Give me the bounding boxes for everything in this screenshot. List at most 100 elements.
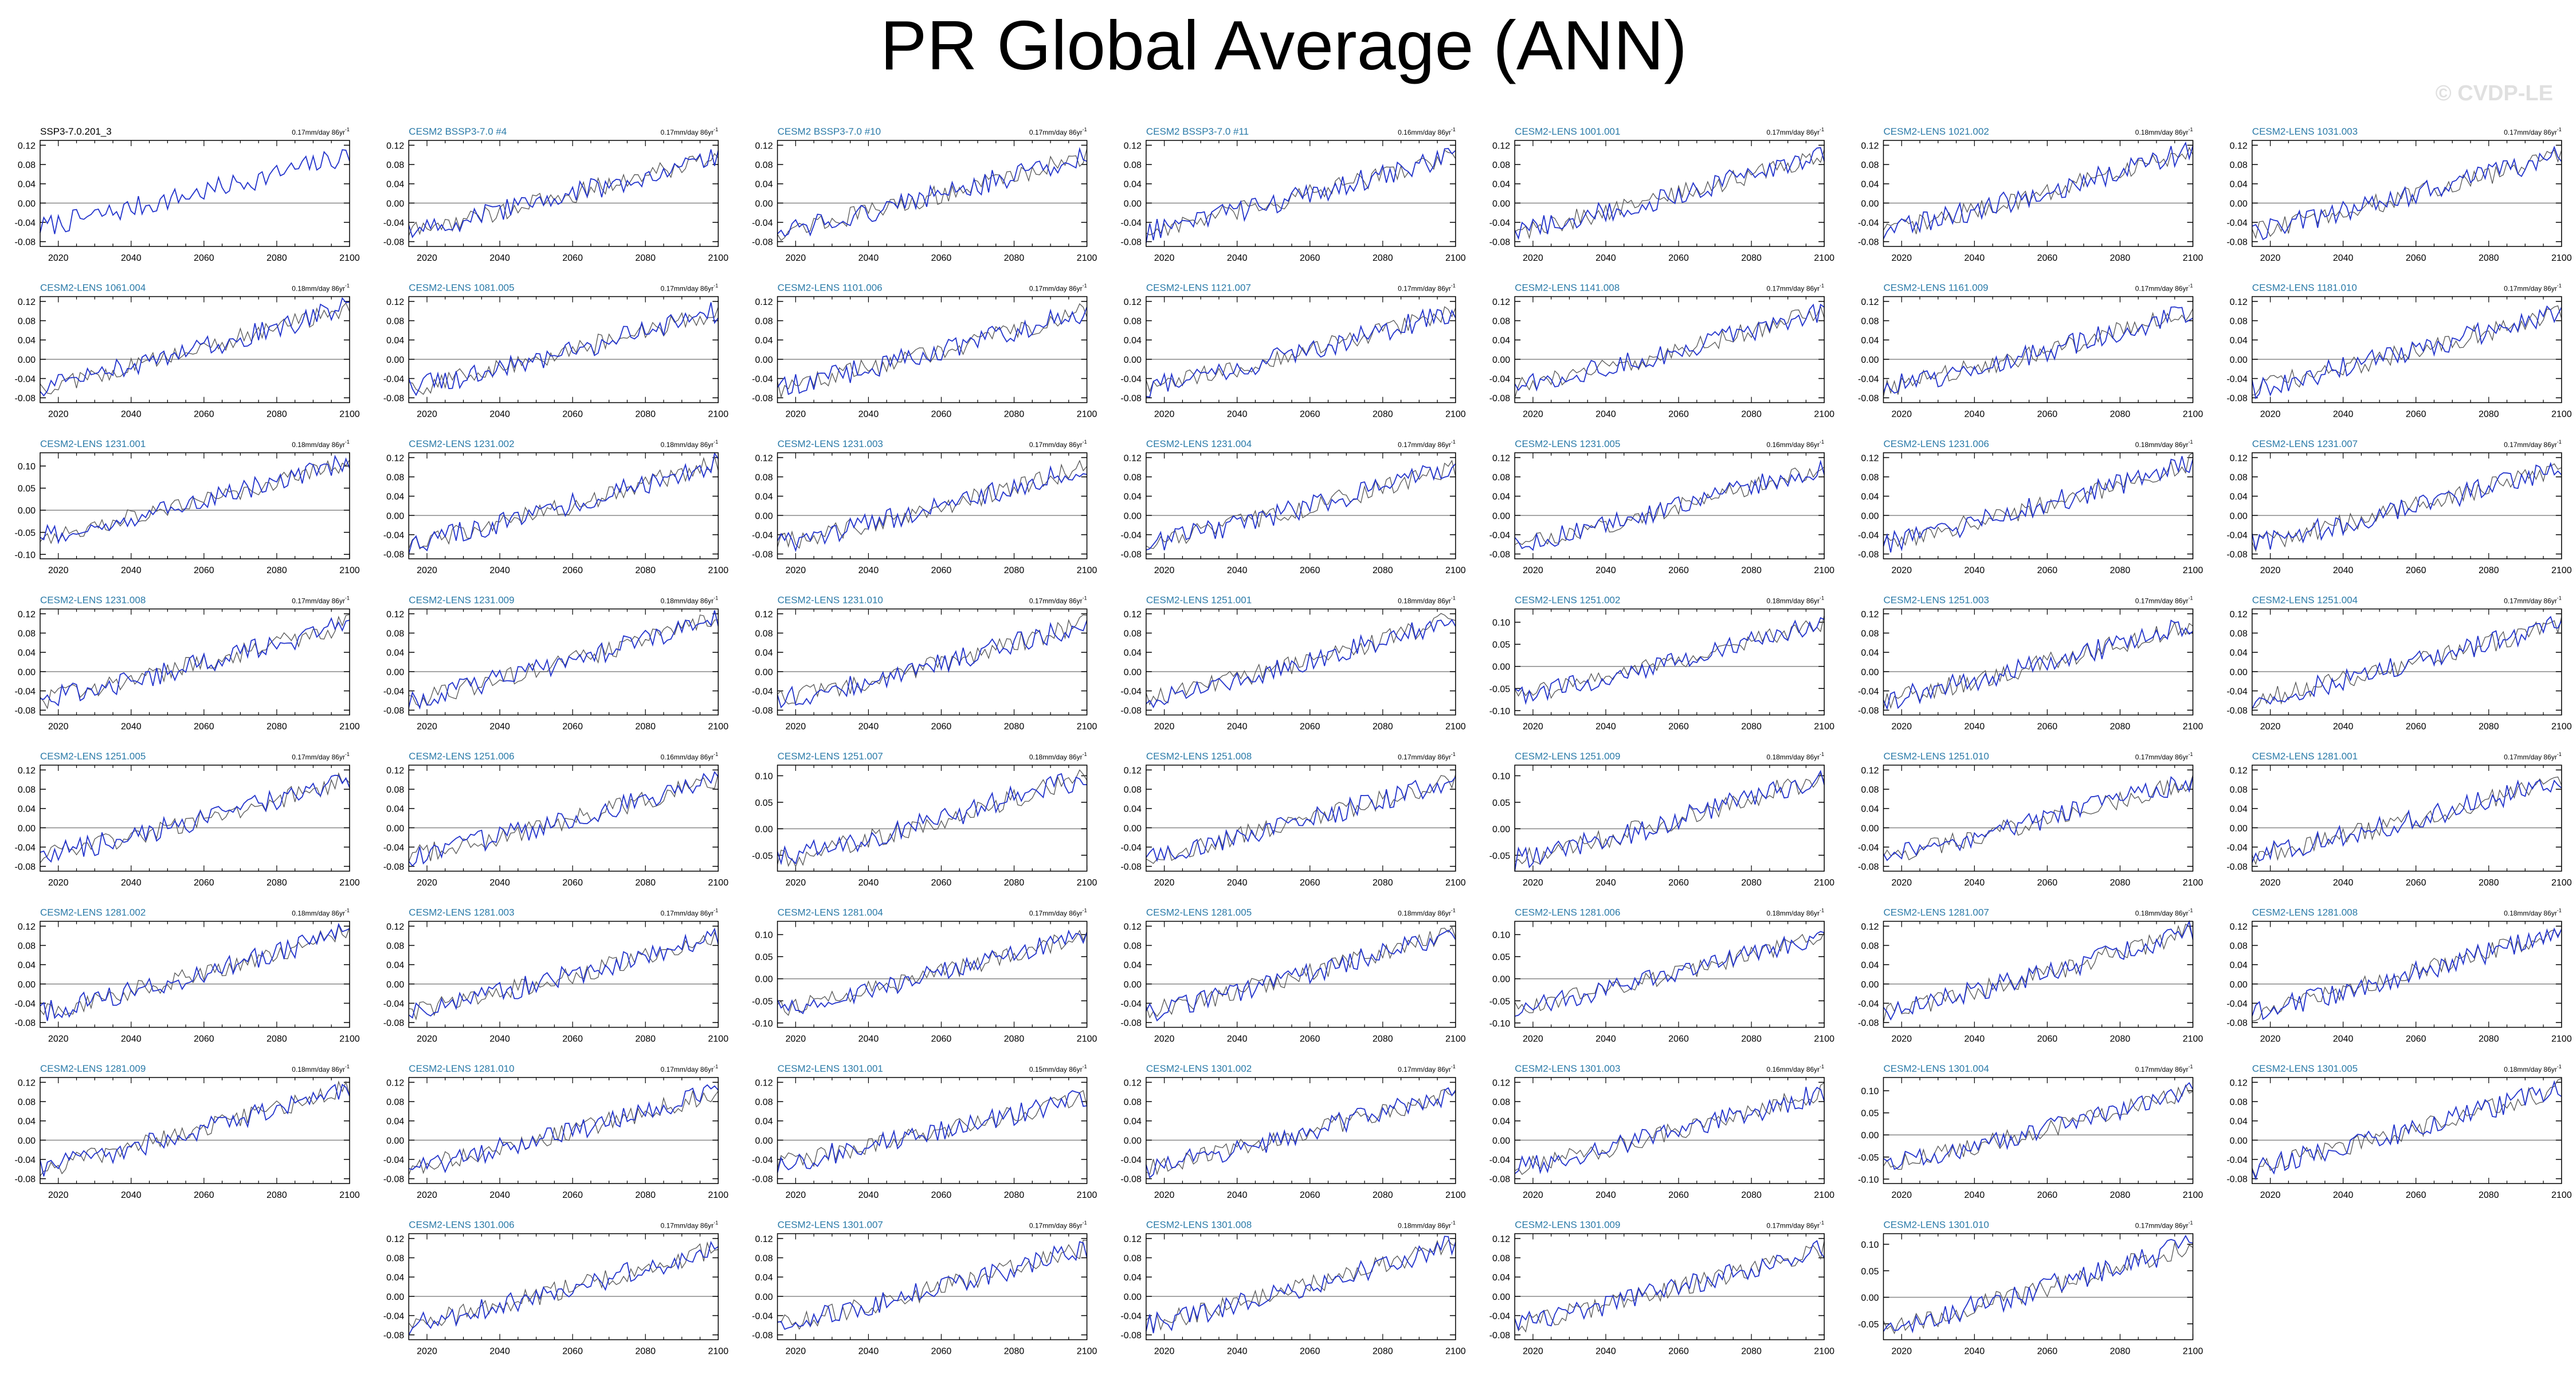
panel-frame (408, 920, 719, 1028)
model-series-line (2252, 146, 2562, 241)
model-series-line (2251, 616, 2562, 710)
panel-title: CESM2-LENS 1251.010 (1884, 751, 1989, 762)
y-tick-label: -0.04 (383, 999, 405, 1009)
y-tick-label: 0.08 (1124, 1098, 1142, 1107)
x-tick-label: 2040 (1595, 1190, 1616, 1200)
panel-title: CESM2-LENS 1231.002 (409, 438, 514, 449)
y-tick-label: -0.05 (15, 528, 36, 538)
trend-exponent: -1 (1083, 595, 1087, 601)
y-tick-label: 0.04 (386, 961, 404, 970)
y-tick-label: 0.00 (2230, 668, 2248, 677)
y-tick-label: 0.04 (18, 805, 36, 814)
panel-title: CESM2-LENS 1281.001 (2252, 751, 2358, 762)
y-tick-label: 0.00 (1861, 355, 1879, 365)
x-tick-label: 2100 (1445, 1190, 1466, 1200)
model-series-line (777, 147, 1087, 237)
y-tick-label: 0.12 (386, 141, 404, 151)
x-tick-label: 2080 (1373, 253, 1393, 263)
y-tick-label: 0.00 (1124, 980, 1142, 990)
trend-label: 0.17mm/day 86yr-1 (1398, 283, 1456, 293)
y-tick-label: -0.04 (1489, 374, 1511, 384)
trend-exponent: -1 (345, 908, 350, 914)
y-tick-label: 0.00 (755, 1136, 773, 1146)
x-tick-label: 2020 (1154, 722, 1175, 732)
y-tick-label: 0.05 (1492, 798, 1510, 808)
chart-panel: CESM2-LENS 1081.005 0.17mm/day 86yr-1 0.12… (383, 283, 728, 420)
obs-series-line (1883, 923, 2194, 1023)
y-tick-label: 0.12 (755, 297, 773, 307)
y-tick-label: 0.04 (755, 1273, 773, 1283)
y-tick-label: 0.08 (755, 473, 773, 483)
y-tick-label: -0.08 (15, 394, 36, 403)
obs-series-line (777, 930, 1088, 1016)
x-tick-label: 2100 (1445, 410, 1466, 420)
model-series-line (408, 927, 719, 1019)
y-tick-label: -0.08 (1858, 863, 1879, 872)
obs-series-line (1883, 308, 2194, 397)
y-tick-label: 0.04 (18, 1117, 36, 1127)
y-tick-label: 0.08 (1492, 317, 1510, 327)
trend-exponent: -1 (1451, 751, 1456, 757)
obs-series-line (40, 1080, 350, 1177)
x-tick-label: 2020 (48, 878, 69, 888)
x-tick-label: 2100 (1814, 410, 1834, 420)
y-tick-label: -0.08 (752, 394, 773, 403)
x-tick-label: 2040 (858, 722, 879, 732)
chart-panel: CESM2-LENS 1101.006 0.17mm/day 86yr-1 0.12… (752, 283, 1097, 420)
trend-exponent: -1 (713, 595, 718, 601)
panel-frame (2252, 920, 2562, 1028)
trend-label: 0.17mm/day 86yr-1 (2135, 283, 2193, 293)
x-tick-label: 2040 (1227, 878, 1248, 888)
y-tick-label: 0.12 (386, 1235, 404, 1244)
trend-exponent: -1 (1451, 908, 1456, 914)
y-tick-label: -0.04 (752, 531, 773, 540)
y-tick-label: -0.08 (2226, 1175, 2248, 1185)
y-tick-label: -0.04 (2226, 687, 2248, 696)
x-tick-label: 2040 (1227, 566, 1248, 575)
trend-exponent: -1 (345, 127, 350, 132)
obs-series-line (1514, 932, 1825, 1013)
trend-label: 0.17mm/day 86yr-1 (1029, 595, 1087, 605)
y-tick-label: 0.00 (386, 1136, 404, 1146)
y-tick-label: 0.12 (386, 453, 404, 463)
x-tick-label: 2060 (2037, 253, 2058, 263)
chart-panel: CESM2 BSSP3-7.0 #11 0.16mm/day 86yr-1 0.12… (1120, 126, 1465, 263)
panel-title: CESM2-LENS 1231.007 (2252, 438, 2358, 449)
trend-label: 0.16mm/day 86yr-1 (1766, 439, 1824, 449)
panel-title: CESM2-LENS 1251.004 (2252, 595, 2358, 606)
trend-exponent: -1 (1083, 283, 1087, 289)
x-tick-label: 2020 (1891, 566, 1912, 575)
panel-frame (2252, 296, 2562, 403)
trend-label: 0.17mm/day 86yr-1 (2504, 127, 2562, 136)
x-tick-label: 2020 (1891, 253, 1912, 263)
x-tick-label: 2020 (1154, 1035, 1175, 1044)
panel-title: CESM2-LENS 1081.005 (409, 283, 514, 293)
panel-frame (1883, 140, 2194, 247)
panel-frame (408, 608, 719, 716)
x-tick-label: 2080 (2110, 1190, 2131, 1200)
trend-label: 0.17mm/day 86yr-1 (661, 127, 719, 136)
y-tick-label: 0.00 (2230, 355, 2248, 365)
x-tick-label: 2060 (1668, 1035, 1689, 1044)
y-tick-label: 0.10 (1492, 618, 1510, 628)
x-tick-label: 2100 (1077, 1347, 1097, 1357)
x-tick-label: 2060 (194, 1190, 214, 1200)
model-series-line (2251, 779, 2562, 863)
y-tick-label: -0.04 (1858, 687, 1879, 696)
x-tick-label: 2100 (2551, 1035, 2572, 1044)
x-tick-label: 2020 (1154, 878, 1175, 888)
x-tick-label: 2060 (2406, 878, 2426, 888)
y-tick-label: 0.10 (1861, 1240, 1879, 1250)
x-tick-label: 2080 (1004, 410, 1025, 420)
trend-exponent: -1 (1820, 1220, 1824, 1226)
panel-title: CESM2-LENS 1141.008 (1515, 283, 1620, 293)
x-tick-label: 2100 (2183, 1035, 2203, 1044)
y-tick-label: -0.05 (752, 851, 773, 861)
x-tick-label: 2100 (2183, 878, 2203, 888)
chart-panel: CESM2-LENS 1231.001 0.18mm/day 86yr-1 0.10… (15, 438, 360, 575)
y-tick-label: 0.04 (755, 180, 773, 190)
y-tick-label: -0.04 (15, 843, 36, 853)
chart-panel: CESM2-LENS 1301.003 0.16mm/day 86yr-1 0.12… (1489, 1063, 1834, 1200)
y-tick-label: 0.08 (2230, 1098, 2248, 1107)
y-tick-label: 0.00 (1124, 199, 1142, 209)
